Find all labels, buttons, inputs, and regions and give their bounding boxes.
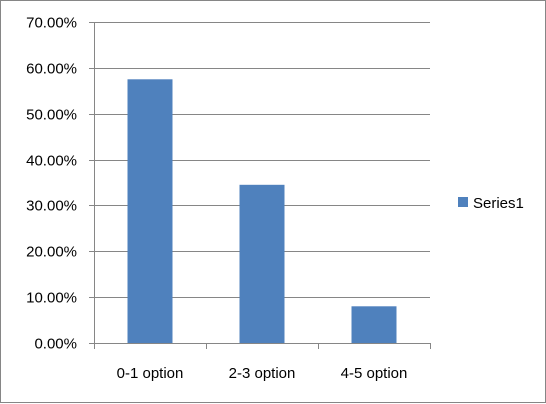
x-axis-category-labels: 0-1 option 2-3 option 4-5 option bbox=[117, 365, 408, 382]
y-tick-label: 50.00% bbox=[26, 107, 77, 124]
y-tick-label: 40.00% bbox=[26, 153, 77, 170]
axes bbox=[94, 22, 431, 349]
y-axis-tick-labels: 0.00% 10.00% 20.00% 30.00% 40.00% 50.00% 60.00… bbox=[26, 15, 77, 353]
legend-label-series1: Series1 bbox=[473, 195, 524, 212]
bar-4-5-option bbox=[351, 306, 397, 343]
y-tick-label: 30.00% bbox=[26, 198, 77, 215]
y-tick-label: 0.00% bbox=[34, 336, 77, 353]
x-category-label: 4-5 option bbox=[341, 365, 408, 382]
y-tick-label: 60.00% bbox=[26, 61, 77, 78]
y-tick-label: 70.00% bbox=[26, 15, 77, 32]
bar-0-1-option bbox=[127, 79, 173, 344]
x-category-label: 0-1 option bbox=[117, 365, 184, 382]
y-tick-label: 10.00% bbox=[26, 290, 77, 307]
bars bbox=[127, 79, 397, 344]
x-category-label: 2-3 option bbox=[229, 365, 296, 382]
bar-2-3-option bbox=[239, 184, 285, 343]
legend-swatch-series1 bbox=[458, 197, 468, 207]
legend: Series1 bbox=[458, 195, 524, 212]
y-tick-label: 20.00% bbox=[26, 244, 77, 261]
